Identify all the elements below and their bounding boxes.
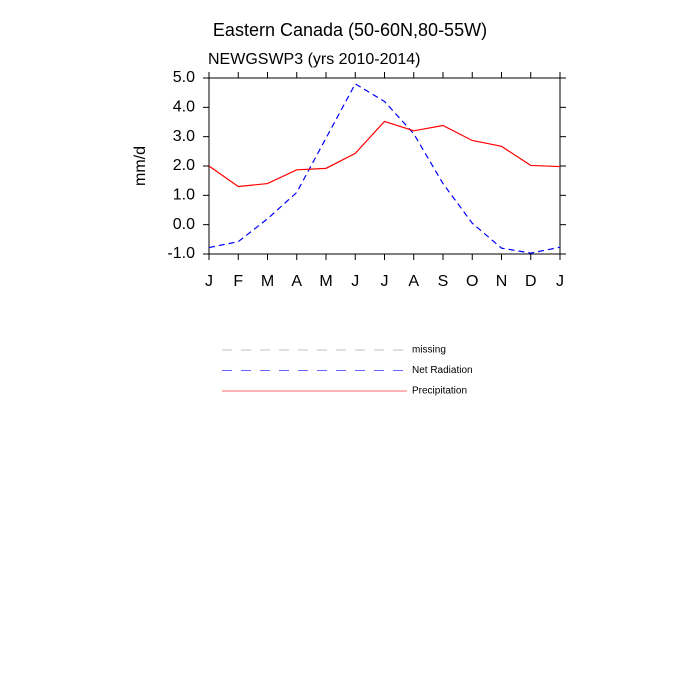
legend-label: Net Radiation [412,365,473,376]
x-tick-label: J [556,273,564,290]
legend-label: Precipitation [412,386,467,397]
legend-label: missing [412,345,446,356]
y-tick-label: 5.0 [173,69,195,86]
series-line [208,83,561,254]
chart-subtitle: NEWGSWP3 (yrs 2010-2014) [208,51,421,68]
plot-frame [208,77,561,255]
x-tick-label: A [408,273,419,290]
series-line [208,120,561,188]
y-tick-label: 2.0 [173,157,195,174]
y-axis-label: mm/d [132,146,149,186]
x-tick-label: D [525,273,537,290]
x-tick-label: O [466,273,478,290]
x-tick-label: F [233,273,243,290]
y-tick-label: 4.0 [173,99,195,116]
x-tick-label: M [319,273,332,290]
x-tick-label: N [496,273,508,290]
chart-title: Eastern Canada (50-60N,80-55W) [213,20,487,40]
y-tick-label: 0.0 [173,216,195,233]
x-tick-label: A [291,273,302,290]
y-tick-label: -1.0 [167,245,195,262]
x-tick-label: J [351,273,359,290]
x-tick-label: J [381,273,389,290]
x-tick-label: S [438,273,449,290]
x-tick-label: J [205,273,213,290]
x-tick-label: M [261,273,274,290]
y-tick-label: 1.0 [173,187,195,204]
y-tick-label: 3.0 [173,128,195,145]
